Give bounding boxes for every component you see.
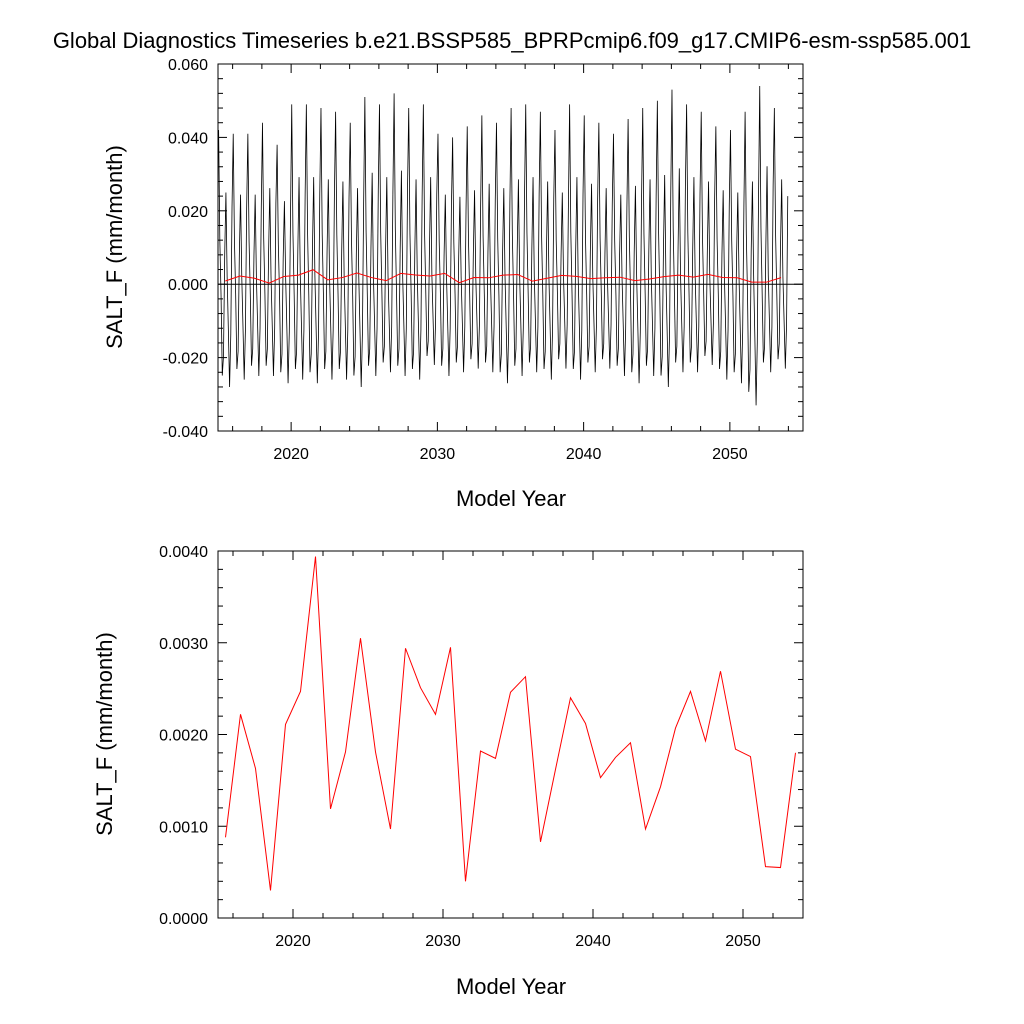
bottom-x-tick-label: 2040 (575, 933, 611, 950)
top-y-tick-label: 0.020 (168, 204, 208, 221)
top-plot-frame (217, 63, 804, 432)
bottom-x-tick-label: 2050 (725, 933, 761, 950)
top-y-tick-label: 0.000 (168, 277, 208, 294)
top-x-tick-labels: 2020 2030 2040 2050 (273, 446, 747, 463)
top-y-axis-label: SALT_F (mm/month) (102, 145, 127, 349)
bottom-y-tick-label: 0.0030 (159, 636, 208, 653)
top-y-tick-labels: -0.040 -0.020 0.000 0.020 0.040 0.060 (163, 57, 208, 441)
top-y-tick-label: -0.020 (163, 351, 208, 368)
bottom-y-tick-labels: 0.0000 0.0010 0.0020 0.0030 0.0040 (159, 544, 208, 928)
bottom-x-tick-label: 2020 (275, 933, 311, 950)
top-x-tick-label: 2030 (420, 446, 456, 463)
figure-title: Global Diagnostics Timeseries b.e21.BSSP… (53, 28, 971, 53)
bottom-x-tick-label: 2030 (425, 933, 461, 950)
top-monthly-series-line (218, 86, 789, 406)
bottom-y-tick-label: 0.0020 (159, 728, 208, 745)
bottom-plot-frame (217, 550, 804, 919)
bottom-y-tick-label: 0.0040 (159, 544, 208, 561)
top-x-axis-label: Model Year (456, 486, 566, 511)
top-annual-series-line (225, 269, 782, 284)
bottom-x-tick-labels: 2020 2030 2040 2050 (275, 933, 761, 950)
bottom-y-tick-label: 0.0010 (159, 819, 208, 836)
bottom-axis-ticks (218, 550, 804, 919)
top-x-tick-label: 2040 (566, 446, 602, 463)
bottom-annual-series-line (225, 556, 796, 891)
top-y-tick-label: 0.060 (168, 57, 208, 74)
top-axis-ticks (218, 63, 803, 432)
bottom-x-axis-label: Model Year (456, 974, 566, 999)
bottom-y-axis-label: SALT_F (mm/month) (92, 632, 117, 836)
top-y-tick-label: -0.040 (163, 424, 208, 441)
top-x-tick-label: 2050 (712, 446, 748, 463)
bottom-y-tick-label: 0.0000 (159, 911, 208, 928)
top-panel: 2020 2030 2040 2050 -0.040 -0.020 0.000 0.020 0… (102, 57, 804, 511)
top-x-tick-label: 2020 (273, 446, 309, 463)
bottom-panel: 2020 2030 2040 2050 0.0000 0.0010 0.0020 0.003… (92, 544, 804, 999)
top-y-tick-label: 0.040 (168, 130, 208, 147)
